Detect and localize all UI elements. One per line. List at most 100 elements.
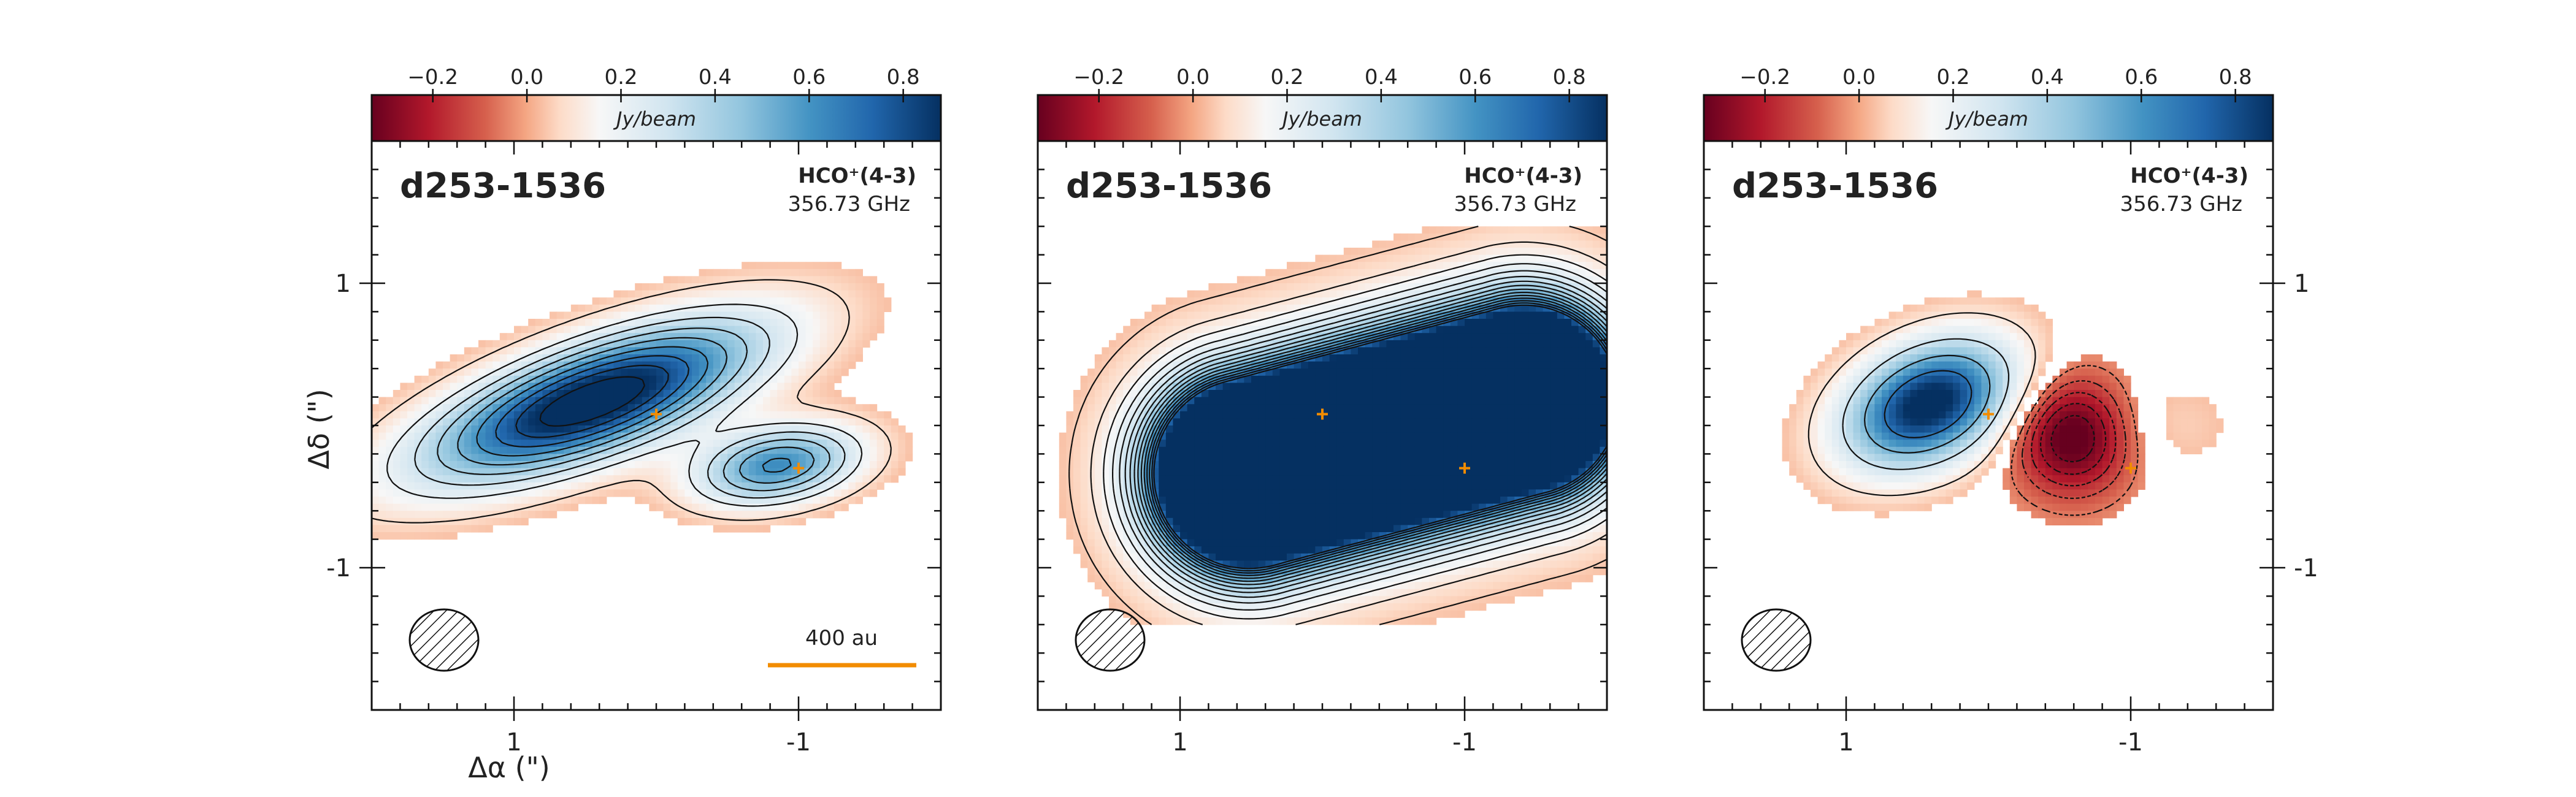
contour-line: [437, 327, 830, 492]
colorbar: Jy/beam −0.2 0.0 0.2 0.4 0.6 0.8: [1703, 65, 2274, 142]
colorbar: Jy/beam −0.2 0.0 0.2 0.4 0.6 0.8: [370, 65, 942, 142]
panel-residual: 1 -1 1 -1 d253-1536 HCO⁺(4-3) 356.73 GHz Jy/bea…: [1703, 65, 2318, 757]
contour-line: [515, 364, 669, 438]
contours: [1807, 312, 2139, 516]
colorbar-tick-label: 0.8: [887, 65, 920, 90]
contour-line: [457, 337, 815, 484]
contour-line: [1842, 338, 2010, 470]
contour-line: [414, 316, 846, 499]
contour-line: [2011, 365, 2139, 516]
star-marker: [1317, 408, 1328, 420]
star-marker: [1983, 408, 1994, 420]
x-tick-label: 1: [1838, 728, 1853, 757]
contour-line: [1884, 370, 1972, 438]
line-name: HCO⁺(4-3): [1464, 164, 1582, 188]
colorbar-tick-label: −0.2: [407, 65, 458, 90]
scale-bar-label: 400 au: [805, 626, 878, 650]
y-axis-label: Δδ ("): [302, 389, 335, 469]
ticks: [359, 141, 941, 710]
colorbar-tick-label: −0.2: [1073, 65, 1124, 90]
y-tick-label: -1: [2294, 554, 2318, 582]
source-name: d253-1536: [1066, 166, 1272, 206]
line-name: HCO⁺(4-3): [798, 164, 916, 188]
contour-line: [1103, 254, 1607, 620]
x-tick-label: 1: [506, 728, 521, 757]
colorbar-tick-label: 0.0: [510, 65, 543, 90]
heatmap: [372, 262, 913, 540]
y-tick-label: 1: [2294, 270, 2309, 298]
colorbar-gradient: [1703, 94, 2274, 142]
contour-line: [1119, 270, 1607, 604]
ticks: [1704, 141, 2285, 710]
line-frequency: 356.73 GHz: [788, 192, 910, 216]
contour-line: [539, 376, 645, 427]
colorbar-label: Jy/beam: [1279, 107, 1362, 131]
contour-line: [372, 279, 892, 524]
line-frequency: 356.73 GHz: [2120, 192, 2242, 216]
colorbar-gradient: [370, 94, 942, 142]
colorbar-tick-label: 0.0: [1176, 65, 1209, 90]
contour-line: [1137, 288, 1607, 585]
colorbar-gradient: [1037, 94, 1608, 142]
colorbar-tick-label: 0.4: [2031, 65, 2064, 90]
x-tick-label: -1: [1452, 728, 1477, 757]
colorbar-label: Jy/beam: [613, 107, 696, 131]
contour-line: [386, 303, 863, 507]
y-tick-label: -1: [326, 554, 351, 582]
contour-line: [1864, 354, 1991, 454]
colorbar-tick-label: 0.6: [1459, 65, 1492, 90]
colorbar-tick-label: 0.2: [1270, 65, 1303, 90]
contour-line: [1146, 297, 1607, 576]
source-name: d253-1536: [1732, 166, 1938, 206]
contour-line: [1807, 312, 2036, 497]
heatmap: [1059, 226, 1607, 625]
contour-line: [2030, 392, 2117, 487]
line-name: HCO⁺(4-3): [2130, 164, 2248, 188]
colorbar-tick-label: 0.0: [1842, 65, 1876, 90]
x-axis-label: Δα ("): [468, 751, 550, 784]
colorbar-tick-label: 0.4: [1365, 65, 1398, 90]
contour-line: [1068, 226, 1607, 625]
x-tick-label: -1: [786, 728, 811, 757]
contour-line: [1143, 294, 1607, 579]
beam-ellipse: [1741, 608, 1812, 672]
contour-line: [2039, 403, 2107, 475]
panel-model: 1 -1 d253-1536 HCO⁺(4-3) 356.73 GHz Jy/beam −0…: [1037, 65, 1608, 757]
contour-line: [1153, 304, 1607, 570]
colorbar: Jy/beam −0.2 0.0 0.2 0.4 0.6 0.8: [1037, 65, 1608, 142]
colorbar-tick-label: 0.8: [1553, 65, 1586, 90]
star-marker: [793, 462, 804, 474]
colorbar-tick-label: 0.6: [2125, 65, 2158, 90]
contour-line: [1140, 291, 1607, 582]
contours: [1068, 226, 1607, 625]
line-frequency: 356.73 GHz: [1454, 192, 1576, 216]
ticks: [1038, 141, 1607, 710]
beam-ellipse: [408, 608, 480, 672]
source-name: d253-1536: [400, 166, 606, 206]
contour-line: [1151, 302, 1607, 572]
star-marker: [1459, 462, 1470, 474]
contour-line: [2022, 380, 2126, 499]
contour-line: [2050, 414, 2095, 463]
contour-line: [1129, 280, 1607, 593]
contour-line: [1112, 263, 1607, 611]
colorbar-tick-label: 0.2: [1936, 65, 1969, 90]
contour-line: [495, 355, 689, 448]
colorbar-tick-label: 0.6: [792, 65, 826, 90]
colorbar-tick-label: 0.4: [699, 65, 732, 90]
star-marker: [2125, 462, 2136, 474]
contours: [372, 279, 892, 524]
colorbar-tick-label: 0.8: [2219, 65, 2252, 90]
beam-ellipse: [1075, 608, 1146, 672]
panel-data: 400 au 1 -1 1 -1 Δα (") Δδ (") d253-1536 HCO⁺(4-…: [302, 65, 942, 784]
contour-line: [1133, 284, 1607, 589]
x-tick-label: -1: [2118, 728, 2143, 757]
colorbar-label: Jy/beam: [1945, 107, 2028, 131]
contour-line: [1124, 275, 1607, 598]
contour-line: [1090, 241, 1607, 625]
heatmap: [1782, 290, 2224, 525]
colorbar-tick-label: 0.2: [604, 65, 637, 90]
contour-line: [1149, 300, 1607, 574]
star-marker: [651, 408, 662, 420]
